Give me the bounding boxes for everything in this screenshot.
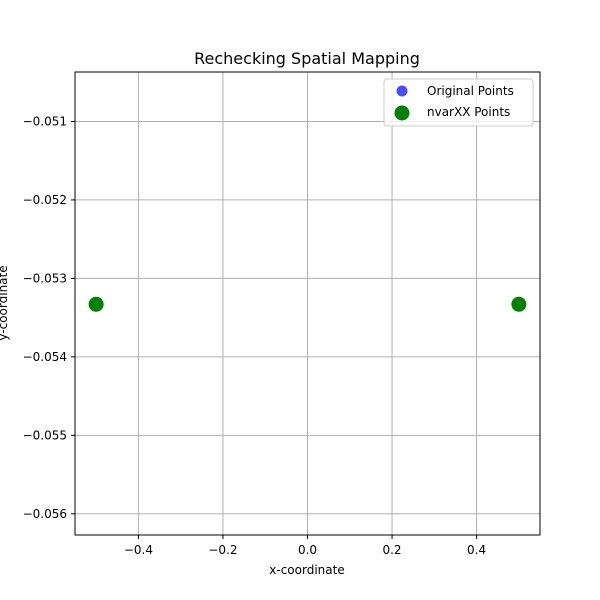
y-tick-label: −0.055: [23, 428, 67, 442]
data-points: [88, 296, 527, 312]
x-tick-label: 0.2: [382, 543, 401, 557]
legend-box: [383, 78, 534, 127]
x-tick-label: 0.4: [467, 543, 486, 557]
x-tick-label: −0.2: [208, 543, 237, 557]
legend-marker-original-points: [396, 85, 408, 97]
x-axis-label: x-coordinate: [269, 563, 344, 577]
y-tick-label: −0.056: [23, 507, 67, 521]
y-axis-label: y-coordinate: [0, 265, 10, 340]
legend-label-nvarxx-points: nvarXX Points: [427, 105, 510, 119]
y-tick-label: −0.053: [23, 271, 67, 285]
grid: [75, 72, 540, 535]
nvarxx-point: [511, 296, 527, 312]
nvarxx-point: [88, 296, 104, 312]
y-tick-label: −0.052: [23, 193, 67, 207]
x-axis: −0.4 −0.2 0.0 0.2 0.4: [124, 535, 486, 557]
legend: Original Points nvarXX Points: [383, 78, 534, 127]
legend-marker-nvarxx-points: [394, 105, 410, 121]
chart-title: Rechecking Spatial Mapping: [194, 49, 420, 68]
x-tick-label: 0.0: [298, 543, 317, 557]
x-tick-label: −0.4: [124, 543, 153, 557]
y-axis: −0.051 −0.052 −0.053 −0.054 −0.055 −0.056: [23, 114, 75, 521]
legend-label-original-points: Original Points: [427, 84, 514, 98]
y-tick-label: −0.051: [23, 114, 67, 128]
y-tick-label: −0.054: [23, 350, 67, 364]
